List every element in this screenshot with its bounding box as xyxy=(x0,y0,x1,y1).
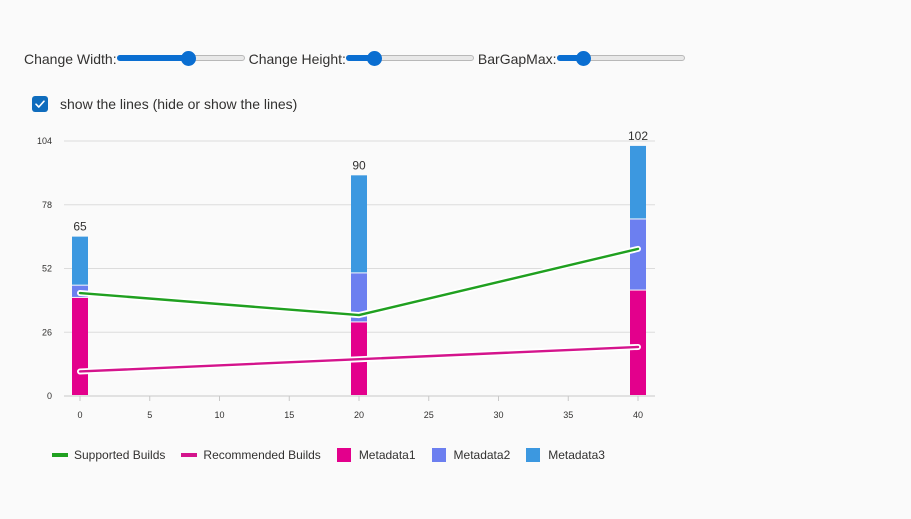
width-control: Change Width: xyxy=(24,50,245,68)
bar-metadata1 xyxy=(630,290,646,395)
x-tick-label: 35 xyxy=(563,410,573,420)
gap-slider-thumb[interactable] xyxy=(576,51,592,66)
legend-item[interactable]: Metadata3 xyxy=(526,448,605,462)
width-slider-thumb[interactable] xyxy=(181,51,197,66)
height-label: Change Height: xyxy=(248,51,346,67)
gap-label: BarGapMax: xyxy=(477,51,557,67)
checkmark-icon xyxy=(35,100,45,108)
x-tick-label: 20 xyxy=(354,410,364,420)
bar-total-labels: 65 90 102 xyxy=(73,129,648,234)
line-supported-builds xyxy=(78,247,640,317)
height-slider-fill xyxy=(345,55,375,61)
width-slider-fill xyxy=(116,55,189,61)
x-tick-label: 0 xyxy=(77,410,82,420)
x-tick-label: 25 xyxy=(424,410,434,420)
x-tick-label: 40 xyxy=(633,410,643,420)
show-lines-toggle[interactable]: show the lines (hide or show the lines) xyxy=(32,96,297,112)
height-slider-thumb[interactable] xyxy=(367,51,383,66)
y-axis: 0 26 52 78 104 xyxy=(37,136,52,401)
gap-slider-fill xyxy=(556,55,584,61)
legend-swatch xyxy=(181,453,198,457)
legend-label: Metadata2 xyxy=(453,448,511,462)
legend-swatch xyxy=(526,448,541,462)
bar-metadata3 xyxy=(72,236,88,285)
width-slider[interactable] xyxy=(116,50,245,68)
bar-metadata3 xyxy=(630,145,646,219)
line-recommended-builds xyxy=(78,345,640,373)
height-control: Change Height: xyxy=(249,50,474,68)
y-tick-label: 104 xyxy=(37,136,52,146)
legend-label: Metadata1 xyxy=(358,448,416,462)
legend-label: Recommended Builds xyxy=(203,448,321,462)
y-tick-label: 0 xyxy=(47,391,52,401)
gap-slider[interactable] xyxy=(556,50,685,68)
bar-metadata1 xyxy=(72,297,88,395)
show-lines-label: show the lines (hide or show the lines) xyxy=(60,96,298,112)
y-tick-label: 26 xyxy=(42,327,52,337)
legend-swatch xyxy=(336,448,351,462)
legend-swatch xyxy=(431,448,446,462)
lines xyxy=(77,245,641,375)
legend-label: Metadata3 xyxy=(548,448,605,462)
bars xyxy=(72,145,646,395)
bar-total-label: 102 xyxy=(628,129,648,143)
height-slider[interactable] xyxy=(345,50,474,68)
bar-total-label: 65 xyxy=(73,220,87,234)
legend-label: Supported Builds xyxy=(74,448,166,462)
bar-metadata2 xyxy=(351,273,367,322)
bar-metadata2 xyxy=(630,219,646,290)
legend-item[interactable]: Metadata1 xyxy=(336,448,416,462)
legend-item[interactable]: Metadata2 xyxy=(431,448,511,462)
y-tick-label: 78 xyxy=(42,200,52,210)
chart-controls: Change Width: Change Height: BarGapMax: xyxy=(24,50,685,68)
legend-item[interactable]: Supported Builds xyxy=(52,448,165,462)
legend-swatch xyxy=(52,453,68,457)
x-tick-label: 10 xyxy=(214,410,224,420)
bar-total-label: 90 xyxy=(352,158,366,172)
chart-legend: Supported Builds Recommended Builds Metada… xyxy=(52,448,621,462)
width-label: Change Width: xyxy=(24,51,117,67)
x-tick-label: 5 xyxy=(147,410,152,420)
show-lines-checkbox[interactable] xyxy=(32,96,48,112)
x-tick-label: 30 xyxy=(493,410,503,420)
y-tick-label: 52 xyxy=(42,264,52,274)
gap-control: BarGapMax: xyxy=(478,50,685,68)
legend-item[interactable]: Recommended Builds xyxy=(181,448,321,462)
x-tick-label: 15 xyxy=(284,410,294,420)
bar-metadata3 xyxy=(351,175,367,273)
x-axis: 0 5 10 15 20 25 30 35 40 xyxy=(64,395,655,420)
